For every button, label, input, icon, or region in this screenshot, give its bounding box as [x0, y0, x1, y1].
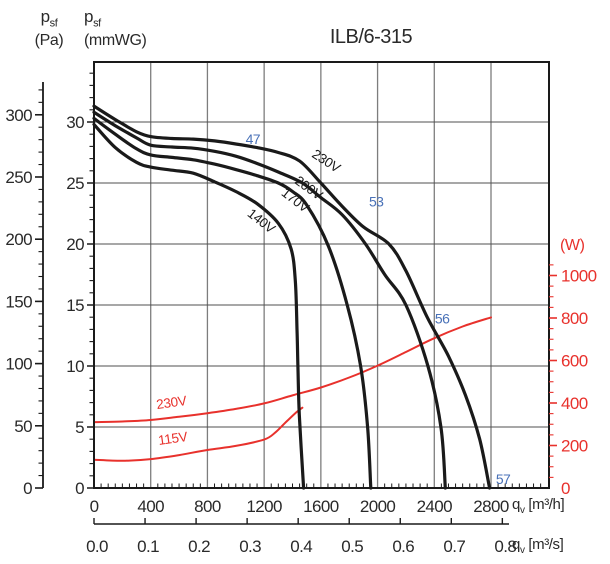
pressure-curve-230V [92, 104, 492, 490]
pressure-curve-label-230V: 230V [309, 146, 343, 175]
svg-text:0: 0 [90, 497, 99, 516]
sound-level-56: 56 [435, 310, 450, 326]
sound-level-annotations: 47 53 56 57 [246, 131, 512, 487]
svg-text:50: 50 [14, 417, 32, 436]
mmwg-axis-symbol: psf [84, 7, 101, 30]
svg-text:0.2: 0.2 [188, 537, 210, 556]
sound-level-53: 53 [369, 193, 384, 209]
svg-text:0.1: 0.1 [137, 537, 159, 556]
svg-text:400: 400 [561, 394, 588, 413]
pressure-curve-140V [92, 122, 306, 490]
pressure-curve-170V [92, 116, 373, 490]
svg-text:1600: 1600 [303, 497, 339, 516]
svg-text:0.4: 0.4 [290, 537, 312, 556]
svg-text:0: 0 [75, 479, 84, 498]
power-curve-115V [93, 406, 304, 462]
power-curve-label-230V: 230V [155, 393, 187, 412]
chart-title: ILB/6-315 [329, 26, 413, 48]
svg-text:0: 0 [561, 479, 570, 498]
svg-text:800: 800 [561, 309, 588, 328]
svg-text:1200: 1200 [246, 497, 282, 516]
svg-text:250: 250 [5, 168, 32, 187]
sound-level-57: 57 [496, 471, 511, 487]
svg-text:20: 20 [66, 235, 84, 254]
svg-text:2400: 2400 [417, 497, 453, 516]
svg-text:800: 800 [194, 497, 221, 516]
svg-text:0.7: 0.7 [443, 537, 465, 556]
svg-text:200: 200 [561, 437, 588, 456]
pressure-curve-label-140V: 140V [245, 206, 278, 237]
flow-m3s-axis-title: qv [m³/s] [512, 536, 564, 556]
power-curve-230V [93, 316, 492, 424]
power-curves [93, 316, 492, 462]
mmwg-axis-unit: (mmWG) [84, 32, 147, 50]
svg-text:100: 100 [5, 355, 32, 374]
svg-text:10: 10 [66, 357, 84, 376]
svg-text:600: 600 [561, 352, 588, 371]
svg-text:2000: 2000 [360, 497, 396, 516]
svg-text:0.6: 0.6 [392, 537, 414, 556]
pressure-curves [92, 104, 492, 490]
power-axis-title: (W) [560, 237, 585, 254]
svg-text:0.0: 0.0 [86, 537, 108, 556]
svg-text:5: 5 [75, 418, 84, 437]
gridlines [94, 62, 549, 488]
flow-m3h-axis-title: qv [m³/h] [512, 496, 565, 516]
svg-text:0.5: 0.5 [341, 537, 363, 556]
svg-text:200: 200 [5, 230, 32, 249]
svg-text:30: 30 [66, 113, 84, 132]
pa-axis-symbol: psf [40, 7, 58, 30]
svg-text:1000: 1000 [561, 267, 597, 286]
pressure-pa-axis-title: psf (Pa) [26, 8, 72, 49]
svg-text:15: 15 [66, 296, 84, 315]
axes-ticks [35, 72, 557, 525]
svg-text:0: 0 [23, 479, 32, 498]
svg-text:2800: 2800 [473, 497, 509, 516]
svg-text:400: 400 [137, 497, 164, 516]
svg-text:150: 150 [5, 292, 32, 311]
sound-level-47: 47 [246, 131, 261, 147]
power-curve-label-115V: 115V [157, 429, 188, 448]
pressure-mmwg-axis-title: psf (mmWG) [84, 7, 147, 50]
svg-text:300: 300 [5, 106, 32, 125]
pressure-curve-200V [92, 110, 447, 490]
svg-text:25: 25 [66, 174, 84, 193]
pa-axis-unit: (Pa) [34, 32, 64, 50]
svg-text:0.3: 0.3 [239, 537, 261, 556]
svg-text:0.8: 0.8 [494, 537, 516, 556]
